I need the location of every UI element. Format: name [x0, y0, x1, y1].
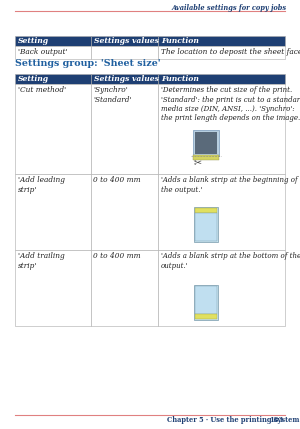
- Text: Setting: Setting: [18, 75, 49, 83]
- Bar: [158, 46, 285, 59]
- Bar: [158, 84, 285, 174]
- Bar: [15, 36, 91, 46]
- Bar: [15, 174, 91, 250]
- Text: Settings group: 'Sheet size': Settings group: 'Sheet size': [15, 59, 160, 68]
- Bar: [91, 174, 158, 250]
- Bar: [91, 46, 158, 59]
- Bar: [158, 174, 285, 250]
- Bar: [15, 250, 91, 326]
- Text: 183: 183: [269, 416, 283, 424]
- Bar: [15, 84, 91, 174]
- Text: 'Determines the cut size of the print.
'Standard': the print is cut to a standar: 'Determines the cut size of the print. '…: [160, 87, 300, 122]
- Bar: [195, 208, 217, 213]
- Text: Available settings for copy jobs: Available settings for copy jobs: [172, 4, 287, 12]
- Text: 'Cut method': 'Cut method': [17, 87, 66, 94]
- Bar: [158, 74, 285, 84]
- Bar: [91, 74, 158, 84]
- Bar: [15, 74, 91, 84]
- Bar: [15, 46, 91, 59]
- Bar: [158, 36, 285, 46]
- Bar: [193, 155, 219, 160]
- Bar: [91, 36, 158, 46]
- Text: 'Add leading
strip': 'Add leading strip': [17, 176, 64, 194]
- Text: Settings values: Settings values: [94, 75, 158, 83]
- Text: 'Back output': 'Back output': [17, 48, 67, 57]
- Text: The location to deposit the sheet face-up.: The location to deposit the sheet face-u…: [160, 48, 300, 57]
- Text: Chapter 5 · Use the printing system: Chapter 5 · Use the printing system: [167, 416, 299, 424]
- Bar: [195, 213, 217, 241]
- Text: Settings values: Settings values: [94, 37, 158, 45]
- Text: 0 to 400 mm: 0 to 400 mm: [93, 176, 141, 184]
- Text: 0 to 400 mm: 0 to 400 mm: [93, 253, 141, 260]
- Bar: [91, 84, 158, 174]
- Bar: [193, 130, 219, 156]
- Text: 'Adds a blank strip at the beginning of
the output.': 'Adds a blank strip at the beginning of …: [160, 176, 297, 194]
- Text: Setting: Setting: [18, 37, 49, 45]
- Bar: [158, 250, 285, 326]
- Text: Function: Function: [161, 37, 199, 45]
- Text: ✂: ✂: [193, 157, 201, 167]
- Text: 'Synchro'
'Standard': 'Synchro' 'Standard': [93, 87, 132, 104]
- Bar: [91, 250, 158, 326]
- Bar: [195, 314, 217, 319]
- Text: Function: Function: [161, 75, 199, 83]
- Bar: [195, 132, 217, 154]
- Bar: [194, 207, 218, 242]
- Bar: [194, 285, 218, 320]
- Bar: [195, 286, 217, 314]
- Text: 'Add trailing
strip': 'Add trailing strip': [17, 253, 64, 270]
- Text: 'Adds a blank strip at the bottom of the
output.': 'Adds a blank strip at the bottom of the…: [160, 253, 300, 270]
